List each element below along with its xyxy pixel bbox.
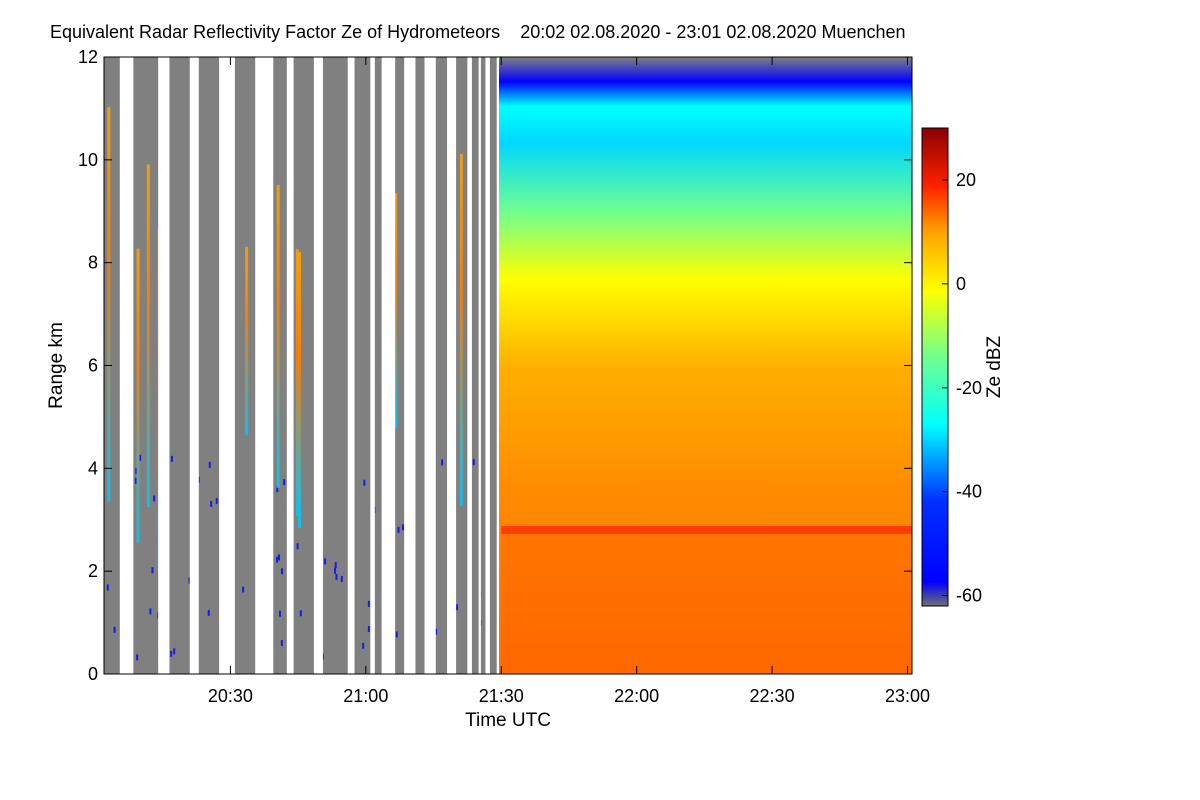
page-title: Equivalent Radar Reflectivity Factor Ze …: [50, 22, 906, 43]
echo-speckle: [134, 477, 137, 484]
echo-speckle: [334, 562, 337, 569]
echo-speckle: [276, 486, 279, 493]
echo-speckle: [135, 468, 138, 475]
y-tick-label: 10: [78, 150, 98, 170]
echo-speckle: [279, 610, 282, 617]
colorbar-tick-label: -20: [956, 378, 982, 398]
echo-speckle: [188, 577, 191, 584]
echo-speckle: [170, 650, 173, 657]
echo-speckle: [276, 556, 279, 563]
data-gap: [485, 57, 490, 674]
echo-streak: [146, 164, 150, 508]
echo-streak: [394, 193, 398, 428]
data-gap: [286, 57, 294, 674]
echo-speckle: [435, 628, 438, 635]
echo-speckle: [296, 543, 299, 550]
echo-speckle: [280, 640, 283, 647]
echo-speckle: [324, 558, 327, 565]
echo-streak: [136, 248, 140, 543]
echo-speckle: [153, 495, 156, 502]
echo-speckle: [173, 648, 176, 655]
y-tick-label: 6: [88, 356, 98, 376]
data-gap: [189, 57, 199, 674]
colorbar-tick-label: 20: [956, 170, 976, 190]
location: Muenchen: [821, 22, 906, 42]
chart-title: Equivalent Radar Reflectivity Factor Ze …: [50, 22, 501, 42]
echo-speckle: [278, 554, 281, 561]
data-gap: [424, 57, 436, 674]
data-gap: [158, 57, 170, 674]
echo-speckle: [151, 567, 154, 574]
x-axis-label: Time UTC: [465, 710, 551, 731]
x-tick-label: 20:30: [208, 686, 253, 706]
echo-speckle: [363, 479, 366, 486]
x-tick-label: 23:00: [885, 686, 930, 706]
echo-speckle: [299, 610, 302, 617]
rain-below-melting-layer: [501, 534, 912, 674]
data-gap: [347, 57, 355, 674]
echo-streak: [298, 251, 302, 529]
y-tick-label: 12: [78, 47, 98, 67]
data-gap: [381, 57, 396, 674]
echo-speckle: [136, 654, 139, 661]
echo-speckle: [215, 497, 218, 504]
echo-speckle: [455, 604, 458, 611]
x-tick-label: 21:00: [343, 686, 388, 706]
echo-streak: [107, 107, 111, 502]
echo-streak: [295, 249, 299, 517]
echo-speckle: [367, 600, 370, 607]
echo-speckle: [139, 454, 142, 461]
data-gap: [496, 57, 499, 674]
echo-speckle: [472, 459, 475, 466]
echo-speckle: [395, 631, 398, 638]
echo-speckle: [367, 626, 370, 633]
data-gap: [447, 57, 457, 674]
x-tick-label: 22:30: [750, 686, 795, 706]
data-gap: [467, 57, 472, 674]
colorbar-label: Ze dBZ: [984, 335, 1005, 398]
x-tick-label: 22:00: [614, 686, 659, 706]
precipitation-field: [498, 57, 912, 674]
echo-speckle: [149, 608, 152, 615]
data-gap: [119, 57, 134, 674]
colorbar-tick-label: -40: [956, 482, 982, 502]
data-gap: [219, 57, 235, 674]
echo-speckle: [441, 459, 444, 466]
echo-speckle: [397, 526, 400, 533]
echo-speckle: [402, 524, 405, 531]
echo-speckle: [106, 584, 109, 591]
echo-speckle: [207, 609, 210, 616]
y-tick-label: 8: [88, 253, 98, 273]
echo-speckle: [335, 574, 338, 581]
echo-speckle: [208, 461, 211, 468]
data-gap: [404, 57, 416, 674]
echo-speckle: [340, 575, 343, 582]
colorbar-tick-label: -60: [956, 586, 982, 606]
data-gap: [255, 57, 274, 674]
echo-speckle: [170, 455, 173, 462]
x-tick-label: 21:30: [479, 686, 524, 706]
echo-speckle: [242, 586, 245, 593]
y-tick-label: 0: [88, 664, 98, 684]
data-gap: [370, 57, 375, 674]
melting-layer-band: [501, 526, 912, 535]
echo-speckle: [334, 567, 337, 574]
echo-speckle: [113, 626, 116, 633]
echo-speckle: [283, 479, 286, 486]
data-gap: [313, 57, 323, 674]
y-axis-label: Range km: [46, 322, 67, 409]
data-gap: [478, 57, 481, 674]
echo-speckle: [210, 500, 213, 507]
echo-speckle: [281, 568, 284, 575]
echo-streak: [459, 154, 463, 507]
time-range: 20:02 02.08.2020 - 23:01 02.08.2020: [520, 22, 817, 42]
colorbar: [921, 127, 949, 607]
colorbar-tick-label: 0: [956, 274, 966, 294]
echo-streak: [245, 246, 249, 436]
y-tick-label: 4: [88, 458, 98, 478]
y-tick-label: 2: [88, 561, 98, 581]
echo-speckle: [362, 642, 365, 649]
echo-streak: [276, 185, 280, 488]
